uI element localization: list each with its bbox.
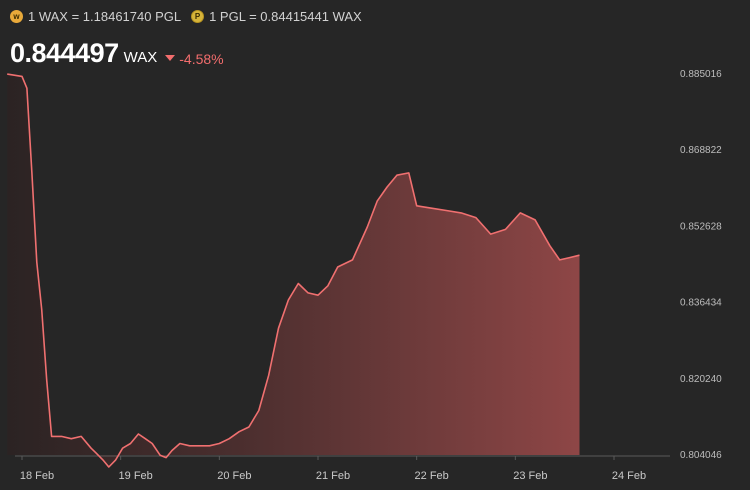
x-tick-label: 19 Feb: [119, 470, 153, 482]
y-tick-label: 0.852628: [680, 221, 722, 232]
x-tick-label: 22 Feb: [415, 470, 449, 482]
y-tick-label: 0.820240: [680, 374, 722, 385]
triangle-down-icon: [165, 55, 176, 61]
price-value: 0.844497: [10, 38, 119, 68]
y-tick-label: 0.804046: [680, 450, 722, 461]
exchange-rates: w 1 WAX = 1.18461740 PGL P 1 PGL = 0.844…: [10, 8, 372, 24]
rate-pgl-to-wax: 1 PGL = 0.84415441 WAX: [209, 8, 362, 24]
x-tick-label: 18 Feb: [20, 470, 54, 482]
current-price: 0.844497 WAX -4.58%: [10, 38, 224, 69]
wax-coin-icon: w: [10, 9, 23, 23]
pgl-coin-icon: P: [191, 9, 205, 23]
rate-wax-to-pgl: 1 WAX = 1.18461740 PGL: [28, 8, 182, 24]
price-unit: WAX: [123, 49, 158, 66]
price-change-value: -4.58%: [179, 51, 224, 67]
y-tick-label: 0.885016: [680, 69, 722, 80]
price-change: -4.58%: [165, 51, 224, 67]
x-tick-label: 23 Feb: [513, 470, 547, 482]
y-tick-label: 0.868822: [680, 145, 722, 156]
x-tick-label: 24 Feb: [612, 470, 646, 482]
x-tick-label: 20 Feb: [217, 470, 251, 482]
y-tick-label: 0.836434: [680, 298, 722, 309]
x-tick-label: 21 Feb: [316, 470, 350, 482]
price-line: [7, 73, 580, 468]
price-area: [7, 74, 580, 467]
